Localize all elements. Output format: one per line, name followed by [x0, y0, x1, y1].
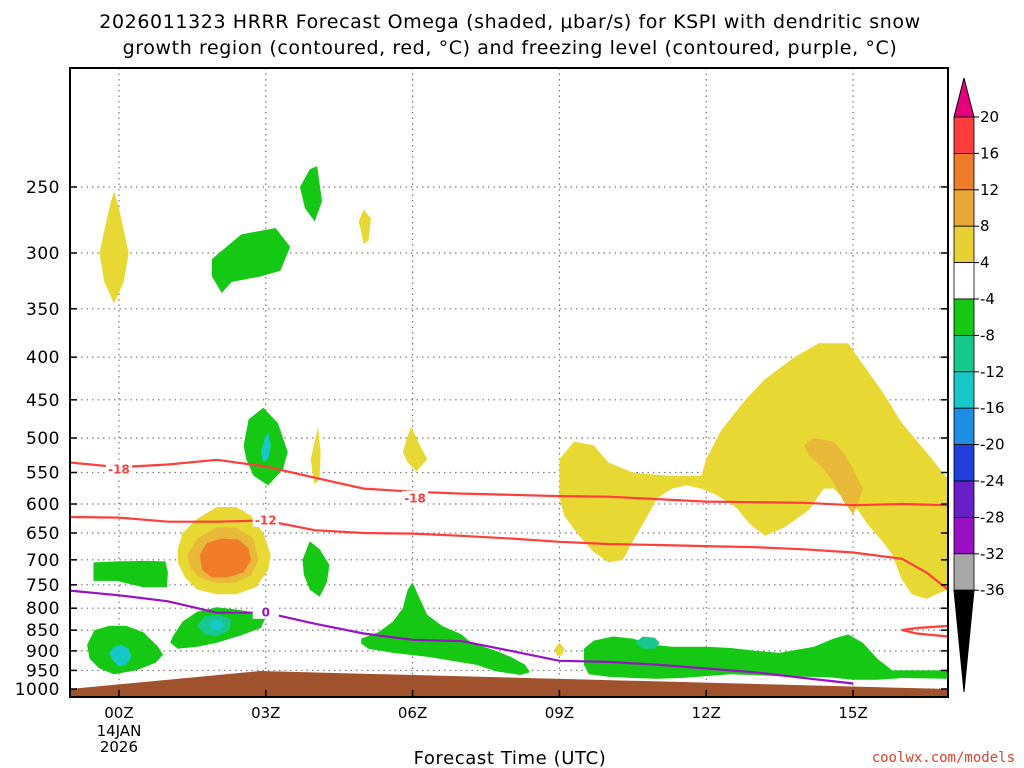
colorbar-label: -12 — [980, 363, 1005, 381]
colorbar-segment — [953, 444, 975, 482]
colorbar-segment — [953, 407, 975, 446]
y-tick-label: 400 — [26, 348, 60, 368]
omega-region-green-1 — [211, 228, 291, 293]
x-tick-sublabel: 14JAN — [97, 722, 142, 740]
y-tick-label: 250 — [26, 178, 60, 198]
colorbar-label: 12 — [980, 181, 999, 199]
colorbar-segment — [953, 371, 975, 409]
colorbar-label: -20 — [980, 436, 1005, 454]
omega-region-green-14 — [302, 541, 330, 597]
colorbar-label: 8 — [980, 217, 990, 235]
colorbar-segment — [953, 298, 975, 336]
x-tick-label: 03Z — [251, 704, 280, 722]
dgz-contour-1 — [69, 515, 949, 591]
colorbar-segment — [953, 262, 975, 300]
x-tick-label: 00Z — [104, 704, 133, 722]
omega-region-cyan-19 — [209, 619, 225, 631]
contour-label-bg — [252, 604, 279, 619]
colorbar-label: -24 — [980, 472, 1005, 490]
contour-label: 0 — [262, 605, 270, 619]
y-tick-label: 1000 — [15, 680, 60, 700]
colorbar-label: -4 — [980, 290, 995, 308]
omega-region-yellow-0 — [99, 191, 129, 304]
y-tick-label: 900 — [26, 642, 60, 662]
omega-region-yellow-21 — [554, 642, 565, 656]
chart-title-line-2: growth region (contoured, red, °C) and f… — [123, 37, 898, 59]
omega-region-green-13 — [93, 560, 168, 588]
x-axis-title: Forecast Time (UTC) — [414, 748, 607, 768]
x-tick-label: 12Z — [692, 704, 721, 722]
omega-region-orange-12 — [199, 538, 252, 578]
contour-label-bg — [252, 512, 279, 527]
x-tick-label: 06Z — [398, 704, 427, 722]
omega-region-yellow-3 — [358, 209, 371, 245]
contour-label: -18 — [108, 463, 130, 477]
x-tick-sublabel: 2026 — [100, 738, 138, 756]
x-tick-label: 09Z — [545, 704, 574, 722]
y-tick-label: 300 — [26, 244, 60, 264]
contour-label-bg — [402, 490, 429, 505]
omega-region-cyan-5 — [260, 432, 271, 463]
contour-label-bg — [105, 462, 132, 477]
omega-region-yellow_orange-9 — [804, 438, 863, 515]
omega-region-green-20 — [361, 582, 530, 675]
y-axis: 2503003504004505005506006507007508008509… — [15, 178, 948, 700]
colorbar-segment — [953, 225, 975, 263]
omega-region-teal-23 — [635, 636, 660, 649]
omega-region-green-22 — [583, 634, 948, 680]
colorbar-bottom-arrow — [953, 589, 975, 693]
colorbar-segment — [953, 116, 975, 154]
colorbar-label: -36 — [980, 581, 1005, 599]
dgz-contour-2 — [901, 624, 949, 638]
omega-region-yellow-8 — [559, 343, 948, 599]
colorbar-top-arrow — [953, 77, 975, 118]
colorbar-segment — [953, 334, 975, 373]
colorbar-label: 16 — [980, 144, 999, 162]
y-tick-label: 500 — [26, 429, 60, 449]
y-tick-label: 700 — [26, 551, 60, 571]
y-tick-label: 600 — [26, 495, 60, 515]
y-tick-label: 450 — [26, 391, 60, 411]
colorbar-segment — [953, 553, 975, 591]
y-tick-label: 750 — [26, 576, 60, 596]
colorbar-segment — [953, 189, 975, 227]
x-tick-label: 15Z — [838, 704, 867, 722]
credit-text: coolwx.com/models — [872, 750, 1015, 766]
y-tick-label: 650 — [26, 524, 60, 544]
y-tick-label: 550 — [26, 463, 60, 483]
chart-title-line-1: 2026011323 HRRR Forecast Omega (shaded, … — [99, 11, 920, 33]
contour-label: -18 — [404, 491, 426, 505]
contour-label: -12 — [255, 513, 277, 527]
omega-region-cyan-16 — [109, 644, 132, 667]
omega-region-yellow-7 — [402, 427, 428, 472]
colorbar-segment — [953, 517, 975, 555]
colorbar-label: 4 — [980, 254, 990, 272]
omega-colorbar: 20 16 12 8 4 -4 -8 -12 -16 -20 -24 -28 -32 -36 — [953, 77, 1005, 693]
y-tick-label: 850 — [26, 621, 60, 641]
omega-region-yellow-6 — [310, 427, 321, 485]
colorbar-label: -8 — [980, 326, 995, 344]
plot-area: -18 -18 -12 0 — [69, 67, 949, 698]
colorbar-segment — [953, 480, 975, 518]
y-tick-label: 950 — [26, 661, 60, 681]
colorbar-segment — [953, 152, 975, 191]
freezing-level-contour-3 — [69, 589, 854, 685]
omega-region-green-2 — [300, 166, 322, 222]
colorbar-label: 20 — [980, 108, 999, 126]
dgz-contour-0 — [69, 458, 949, 507]
y-tick-label: 800 — [26, 599, 60, 619]
colorbar-label: -32 — [980, 545, 1005, 563]
plot-frame — [69, 67, 949, 698]
y-tick-label: 350 — [26, 300, 60, 320]
ground-surface — [70, 671, 948, 697]
colorbar-label: -16 — [980, 399, 1005, 417]
colorbar-label: -28 — [980, 508, 1005, 526]
